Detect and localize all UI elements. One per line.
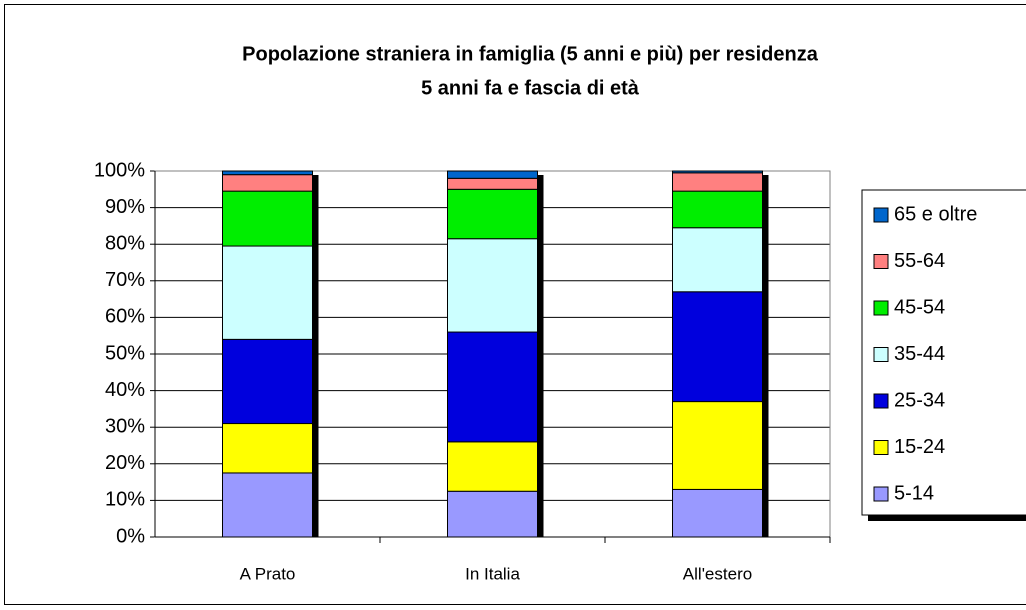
legend-swatch bbox=[873, 300, 889, 316]
legend-swatch bbox=[873, 347, 889, 362]
y-tick-label: 20% bbox=[105, 452, 145, 474]
bar-segment bbox=[222, 174, 313, 192]
x-tick-label: In Italia bbox=[465, 564, 520, 583]
bar-shadow bbox=[312, 175, 319, 537]
bar-segment bbox=[672, 170, 763, 174]
bar-segment bbox=[447, 441, 538, 492]
bar-segment bbox=[222, 472, 313, 538]
bar-segment bbox=[672, 227, 763, 293]
bar-shadow bbox=[762, 175, 769, 537]
bar-segment bbox=[447, 188, 538, 240]
x-tick-label: All'estero bbox=[683, 564, 752, 583]
x-tick-label: A Prato bbox=[240, 564, 296, 583]
bar-segment bbox=[222, 423, 313, 474]
legend bbox=[861, 189, 1026, 516]
bar-segment bbox=[222, 338, 313, 425]
bar-shadow bbox=[537, 175, 544, 537]
legend-swatch bbox=[873, 254, 889, 269]
legend-label: 65 e oltre bbox=[894, 203, 977, 225]
legend-label: 35-44 bbox=[894, 343, 945, 365]
y-tick-label: 100% bbox=[94, 159, 145, 181]
y-tick-label: 60% bbox=[105, 306, 145, 328]
legend-swatch bbox=[873, 486, 889, 502]
legend-label: 45-54 bbox=[894, 296, 945, 318]
y-tick-label: 90% bbox=[105, 196, 145, 218]
legend-label: 15-24 bbox=[894, 436, 945, 458]
bar-segment bbox=[447, 170, 538, 179]
y-tick-label: 50% bbox=[105, 342, 145, 364]
bar-segment bbox=[447, 238, 538, 333]
bar-segment bbox=[222, 190, 313, 247]
chart-title: 5 anni fa e fascia di età bbox=[421, 77, 640, 99]
legend-swatch bbox=[873, 393, 889, 409]
chart-title: Popolazione straniera in famiglia (5 ann… bbox=[242, 43, 819, 65]
bar-segment bbox=[447, 177, 538, 190]
y-tick-label: 80% bbox=[105, 232, 145, 254]
bar-segment bbox=[672, 291, 763, 403]
bar-segment bbox=[447, 490, 538, 538]
bar-segment bbox=[672, 401, 763, 490]
y-tick-label: 10% bbox=[105, 489, 145, 511]
bar-segment bbox=[672, 172, 763, 192]
bar-segment bbox=[222, 245, 313, 340]
y-tick-label: 40% bbox=[105, 379, 145, 401]
bar-segment bbox=[672, 488, 763, 538]
legend-swatch bbox=[873, 440, 889, 455]
bar-segment bbox=[672, 190, 763, 229]
legend-swatch bbox=[873, 207, 889, 223]
legend-label: 55-64 bbox=[894, 250, 945, 272]
y-tick-label: 30% bbox=[105, 415, 145, 437]
legend-label: 5-14 bbox=[894, 482, 934, 504]
bar-segment bbox=[222, 170, 313, 176]
y-tick-label: 0% bbox=[116, 525, 145, 547]
bar-segment bbox=[447, 331, 538, 443]
legend-label: 25-34 bbox=[894, 389, 945, 411]
y-tick-label: 70% bbox=[105, 269, 145, 291]
